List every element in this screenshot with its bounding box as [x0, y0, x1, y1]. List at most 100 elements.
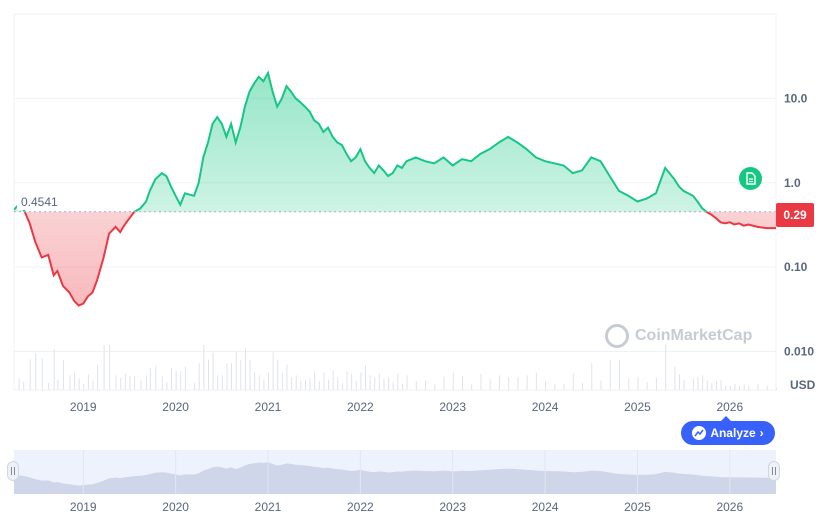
volume-bar: [702, 375, 704, 390]
volume-bar: [508, 377, 510, 390]
volume-bar: [739, 385, 741, 390]
volume-bar: [62, 359, 64, 390]
volume-bar: [582, 382, 584, 390]
volume-bar: [443, 376, 445, 390]
volume-bar: [115, 375, 117, 390]
y-tick-label: 10.0: [784, 91, 808, 105]
navigator-tick-label: 2019: [70, 500, 97, 514]
x-tick-label: 2019: [70, 400, 97, 414]
volume-bar: [254, 372, 256, 390]
volume-bar: [140, 380, 142, 390]
volume-bar: [397, 373, 399, 390]
y-tick-label: 1.0: [784, 176, 801, 190]
volume-bar: [300, 380, 302, 390]
volume-bar: [29, 359, 31, 390]
volume-bar: [166, 382, 168, 390]
volume-bar: [328, 379, 330, 390]
volume-bar: [291, 377, 293, 390]
volume-bar: [734, 383, 736, 390]
volume-bar: [374, 378, 376, 390]
volume-bar: [332, 370, 334, 390]
volume-bar: [231, 363, 233, 390]
volume-bar: [309, 378, 311, 390]
volume-bar: [406, 375, 408, 390]
volume-bar: [53, 349, 55, 390]
volume-bar: [674, 366, 676, 390]
volume-bar: [48, 382, 50, 390]
volume-bar: [535, 372, 537, 390]
x-tick-label: 2025: [624, 400, 651, 414]
volume-bar: [124, 373, 126, 390]
volume-bar: [526, 375, 528, 390]
x-tick-label: 2022: [347, 400, 374, 414]
volume-bar: [425, 380, 427, 390]
area-below-baseline: [14, 211, 776, 306]
volume-bar: [600, 380, 602, 390]
navigator-left-handle[interactable]: [7, 461, 19, 481]
volume-bar: [655, 378, 657, 390]
volume-bar: [545, 380, 547, 390]
volume-bar: [69, 375, 71, 390]
volume-bars: [18, 345, 777, 390]
volume-bar: [748, 385, 750, 390]
y-tick-label: 0.10: [784, 260, 808, 274]
volume-bar: [97, 364, 99, 390]
volume-bar: [23, 381, 25, 390]
volume-bar: [665, 345, 667, 390]
volume-bar: [360, 372, 362, 390]
x-tick-label: 2024: [532, 400, 559, 414]
watermark-text: CoinMarketCap: [635, 327, 753, 344]
navigator-tick-label: 2021: [255, 500, 282, 514]
volume-bar: [480, 374, 482, 390]
volume-bar: [184, 366, 186, 390]
volume-bar: [364, 365, 366, 390]
x-tick-label: 2020: [162, 400, 189, 414]
volume-bar: [628, 378, 630, 390]
volume-bar: [120, 378, 122, 390]
volume-bar: [35, 353, 37, 390]
volume-bar: [175, 370, 177, 390]
volume-bar: [341, 383, 343, 390]
volume-bar: [766, 385, 768, 390]
navigator-tick-label: 2022: [347, 500, 374, 514]
volume-bar: [304, 379, 306, 390]
volume-bar: [401, 383, 403, 390]
volume-bar: [757, 383, 759, 390]
navigator-right-handle[interactable]: [768, 461, 780, 481]
volume-bar: [618, 359, 620, 390]
volume-bar: [109, 345, 111, 390]
volume-bar: [149, 368, 151, 390]
volume-bar: [392, 382, 394, 390]
volume-bar: [383, 378, 385, 390]
current-price-tag: 0.29: [776, 203, 814, 227]
volume-bar: [277, 359, 279, 390]
volume-bar: [683, 379, 685, 390]
volume-bar: [489, 379, 491, 390]
volume-bar: [609, 359, 611, 390]
volume-bar: [323, 372, 325, 390]
volume-bar: [171, 368, 173, 390]
navigator-tick-label: 2024: [532, 500, 559, 514]
volume-bar: [706, 380, 708, 390]
volume-bar: [720, 380, 722, 390]
notes-button[interactable]: [739, 167, 762, 190]
volume-bar: [434, 384, 436, 390]
series-line-up: [14, 70, 709, 212]
volume-bar: [318, 381, 320, 390]
volume-bar: [18, 378, 20, 390]
range-navigator[interactable]: 2019 2020 2021 2022 2023 2024 2025 2026: [14, 450, 776, 514]
volume-bar: [679, 374, 681, 390]
volume-bar: [369, 375, 371, 390]
volume-bar: [554, 384, 556, 390]
volume-bar: [351, 374, 353, 390]
volume-bar: [146, 375, 148, 390]
volume-bar: [725, 385, 727, 390]
volume-bar: [743, 383, 745, 390]
volume-bar: [41, 358, 43, 390]
volume-bar: [715, 381, 717, 390]
volume-bar: [92, 380, 94, 390]
volume-bar: [103, 345, 105, 390]
volume-bar: [646, 382, 648, 390]
analyze-button[interactable]: Analyze ›: [681, 416, 775, 445]
